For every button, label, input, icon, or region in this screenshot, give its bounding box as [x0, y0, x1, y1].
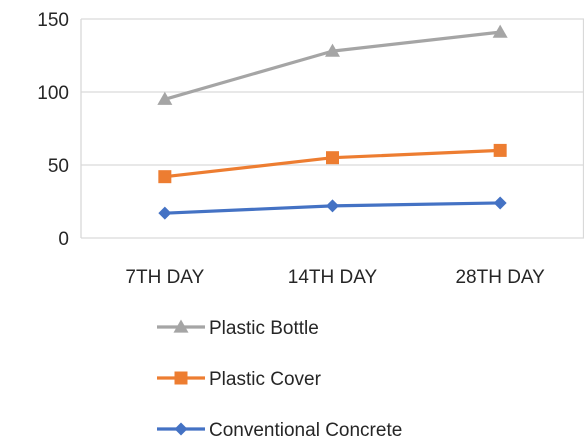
x-tick-label: 7TH DAY	[125, 267, 204, 288]
series-line-plastic-bottle	[163, 30, 502, 101]
data-point-plastic-cover	[493, 143, 507, 157]
data-point-conventional-concrete	[493, 196, 507, 210]
data-point-plastic-cover	[158, 170, 172, 184]
series-lines	[157, 24, 508, 220]
data-point-conventional-concrete	[326, 199, 339, 213]
x-tick-label: 14TH DAY	[288, 267, 378, 288]
series-conventional-concrete	[158, 196, 507, 220]
data-point-plastic-bottle	[325, 43, 340, 57]
data-point-plastic-cover	[326, 151, 339, 165]
legend-marker	[174, 422, 188, 436]
legend-marker	[174, 371, 188, 385]
y-tick-label: 50	[48, 156, 69, 177]
legend-marker	[173, 319, 189, 333]
data-point-plastic-bottle	[157, 91, 173, 105]
data-point-conventional-concrete	[158, 206, 172, 220]
legend: Plastic Bottle Plastic Cover Conventional …	[157, 318, 402, 439]
legend-item-conventional-concrete: Conventional Concrete	[157, 420, 402, 439]
series-plastic-bottle	[157, 24, 508, 105]
y-tick-label: 150	[37, 10, 69, 31]
y-tick-label: 100	[37, 83, 69, 104]
data-point-plastic-bottle	[492, 24, 508, 38]
legend-label: Plastic Cover	[209, 369, 322, 390]
y-tick-label: 0	[58, 229, 69, 250]
series-plastic-cover	[158, 143, 507, 184]
legend-item-plastic-bottle: Plastic Bottle	[157, 318, 319, 339]
legend-label: Conventional Concrete	[209, 420, 402, 439]
legend-label: Plastic Bottle	[209, 318, 319, 339]
x-tick-label: 28TH DAY	[455, 267, 545, 288]
legend-item-plastic-cover: Plastic Cover	[157, 369, 322, 390]
y-axis-ticks: 0 50 100 150	[37, 10, 69, 250]
x-axis-ticks: 7TH DAY 14TH DAY 28TH DAY	[125, 267, 545, 288]
